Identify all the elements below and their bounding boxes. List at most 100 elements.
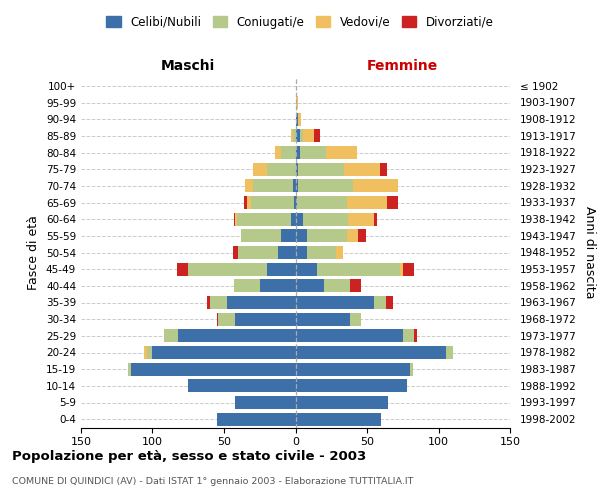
- Bar: [296, 346, 446, 359]
- Bar: [245, 180, 253, 192]
- Bar: [347, 230, 358, 242]
- Bar: [164, 330, 178, 342]
- Bar: [207, 296, 210, 309]
- Bar: [251, 196, 294, 209]
- Bar: [403, 330, 414, 342]
- Y-axis label: Anni di nascita: Anni di nascita: [583, 206, 596, 298]
- Bar: [302, 130, 314, 142]
- Bar: [307, 246, 335, 259]
- Bar: [387, 196, 398, 209]
- Text: Maschi: Maschi: [161, 58, 215, 72]
- Bar: [298, 180, 353, 192]
- Bar: [296, 280, 324, 292]
- Bar: [296, 146, 300, 159]
- Text: Popolazione per età, sesso e stato civile - 2003: Popolazione per età, sesso e stato civil…: [12, 450, 366, 463]
- Bar: [235, 212, 237, 226]
- Bar: [291, 212, 296, 226]
- Bar: [238, 246, 278, 259]
- Bar: [294, 196, 296, 209]
- Bar: [235, 396, 296, 409]
- Bar: [400, 262, 403, 276]
- Bar: [302, 212, 349, 226]
- Bar: [410, 362, 413, 376]
- Bar: [267, 162, 296, 175]
- Bar: [414, 330, 417, 342]
- Bar: [349, 212, 374, 226]
- Y-axis label: Fasce di età: Fasce di età: [28, 215, 40, 290]
- Bar: [296, 312, 350, 326]
- Bar: [296, 296, 374, 309]
- Bar: [296, 162, 298, 175]
- Bar: [291, 130, 293, 142]
- Bar: [253, 162, 267, 175]
- Bar: [307, 230, 347, 242]
- Bar: [317, 262, 400, 276]
- Bar: [297, 196, 347, 209]
- Bar: [446, 346, 453, 359]
- Bar: [234, 280, 260, 292]
- Bar: [374, 212, 377, 226]
- Bar: [235, 312, 296, 326]
- Bar: [144, 346, 147, 359]
- Text: COMUNE DI QUINDICI (AV) - Dati ISTAT 1° gennaio 2003 - Elaborazione TUTTITALIA.I: COMUNE DI QUINDICI (AV) - Dati ISTAT 1° …: [12, 478, 413, 486]
- Bar: [296, 96, 298, 109]
- Bar: [241, 230, 281, 242]
- Bar: [326, 146, 357, 159]
- Bar: [344, 162, 380, 175]
- Bar: [188, 262, 267, 276]
- Bar: [350, 280, 361, 292]
- Bar: [358, 230, 365, 242]
- Bar: [247, 196, 251, 209]
- Bar: [218, 312, 235, 326]
- Text: Femmine: Femmine: [367, 58, 439, 72]
- Legend: Celibi/Nubili, Coniugati/e, Vedovi/e, Divorziati/e: Celibi/Nubili, Coniugati/e, Vedovi/e, Di…: [101, 11, 499, 34]
- Bar: [177, 262, 188, 276]
- Bar: [296, 212, 302, 226]
- Bar: [281, 230, 296, 242]
- Bar: [296, 396, 388, 409]
- Bar: [296, 412, 382, 426]
- Bar: [296, 380, 407, 392]
- Bar: [188, 380, 296, 392]
- Bar: [380, 162, 387, 175]
- Bar: [403, 262, 414, 276]
- Bar: [293, 180, 296, 192]
- Bar: [128, 362, 131, 376]
- Bar: [278, 246, 296, 259]
- Bar: [353, 180, 398, 192]
- Bar: [296, 362, 410, 376]
- Bar: [147, 346, 152, 359]
- Bar: [296, 262, 317, 276]
- Bar: [275, 146, 281, 159]
- Bar: [296, 230, 307, 242]
- Bar: [178, 330, 296, 342]
- Bar: [347, 196, 387, 209]
- Bar: [296, 196, 297, 209]
- Bar: [293, 130, 296, 142]
- Bar: [324, 280, 350, 292]
- Bar: [335, 246, 343, 259]
- Bar: [253, 180, 293, 192]
- Bar: [234, 212, 235, 226]
- Bar: [298, 112, 301, 126]
- Bar: [217, 412, 296, 426]
- Bar: [237, 212, 291, 226]
- Bar: [296, 330, 403, 342]
- Bar: [244, 196, 247, 209]
- Bar: [210, 296, 227, 309]
- Bar: [296, 180, 298, 192]
- Bar: [152, 346, 296, 359]
- Bar: [217, 312, 218, 326]
- Bar: [386, 296, 393, 309]
- Bar: [260, 280, 296, 292]
- Bar: [300, 146, 326, 159]
- Bar: [374, 296, 386, 309]
- Bar: [233, 246, 238, 259]
- Bar: [281, 146, 296, 159]
- Bar: [296, 112, 298, 126]
- Bar: [350, 312, 361, 326]
- Bar: [300, 130, 302, 142]
- Bar: [267, 262, 296, 276]
- Bar: [298, 162, 344, 175]
- Bar: [296, 246, 307, 259]
